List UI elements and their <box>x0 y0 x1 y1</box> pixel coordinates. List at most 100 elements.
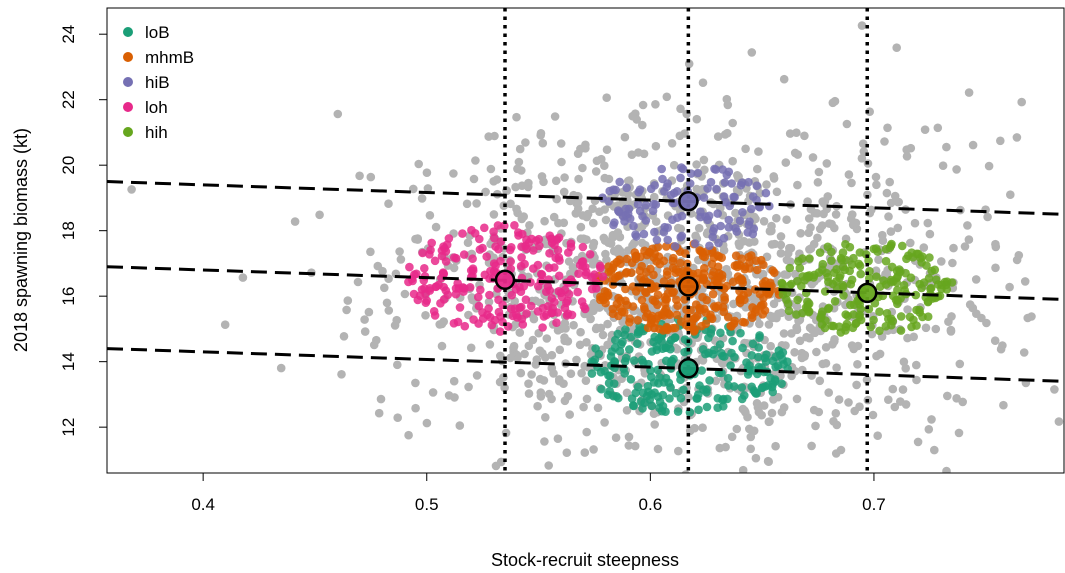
background-point <box>898 385 908 394</box>
background-point <box>765 417 774 426</box>
series-point-loB <box>665 394 674 403</box>
series-point-hiB <box>708 232 717 242</box>
background-point <box>780 270 789 279</box>
series-point-hih <box>904 251 913 260</box>
series-point-loh <box>425 284 435 293</box>
series-point-mhmB <box>708 289 718 299</box>
series-point-loh <box>441 247 451 256</box>
series-point-loh <box>442 240 452 249</box>
series-point-hiB <box>731 223 740 233</box>
series-point-loB <box>631 388 640 398</box>
background-point <box>650 192 659 202</box>
background-point <box>674 446 683 456</box>
series-point-loh <box>514 228 523 237</box>
background-point <box>565 410 574 419</box>
series-point-loh <box>554 271 564 281</box>
background-point <box>779 74 789 84</box>
series-point-hih <box>893 299 902 309</box>
background-point <box>662 92 672 102</box>
background-point <box>803 197 812 206</box>
legend-item-mhmB: mhmB <box>123 48 194 67</box>
series-point-loh <box>521 295 531 305</box>
series-point-mhmB <box>722 281 731 291</box>
series-point-loB <box>638 404 647 413</box>
background-point <box>366 247 375 257</box>
series-point-loh <box>547 308 556 318</box>
series-point-hiB <box>716 221 725 231</box>
series-point-loh <box>485 290 494 300</box>
legend-label: loh <box>145 98 168 117</box>
series-point-loB <box>726 361 735 370</box>
series-point-mhmB <box>756 255 766 265</box>
background-point <box>754 147 763 156</box>
series-point-hiB <box>699 193 709 202</box>
background-point <box>572 355 581 365</box>
background-point <box>669 160 679 170</box>
series-point-hih <box>797 281 806 291</box>
series-point-hih <box>827 256 836 266</box>
background-point <box>806 244 816 253</box>
background-point <box>728 118 737 128</box>
background-point <box>651 100 660 109</box>
y-axis-title: 2018 spawning biomass (kt) <box>11 128 31 352</box>
series-point-loB <box>620 369 629 378</box>
series-point-hih <box>845 266 854 276</box>
series-point-mhmB <box>719 307 729 317</box>
background-point <box>767 408 777 418</box>
series-point-hih <box>821 316 830 325</box>
background-point <box>524 341 534 351</box>
background-point <box>767 221 776 231</box>
background-point <box>672 485 681 494</box>
series-point-loh <box>506 304 516 314</box>
series-point-loh <box>430 256 440 266</box>
series-point-hih <box>918 312 927 322</box>
series-point-loh <box>552 318 561 328</box>
background-point <box>513 353 522 363</box>
series-point-hih <box>896 326 906 335</box>
background-point <box>553 326 563 335</box>
series-hiB <box>598 163 774 251</box>
background-point <box>600 236 610 245</box>
background-point <box>422 168 432 177</box>
series-point-loh <box>543 302 553 311</box>
background-point <box>792 394 802 404</box>
background-point <box>525 221 534 230</box>
background-point <box>741 144 750 154</box>
series-point-loh <box>405 262 414 272</box>
background-point <box>906 238 915 248</box>
background-point <box>755 188 765 198</box>
series-point-loB <box>757 383 767 393</box>
series-point-hih <box>794 257 803 266</box>
series-point-loB <box>738 343 747 353</box>
series-point-hiB <box>663 235 672 245</box>
background-point <box>512 204 521 214</box>
background-point <box>990 336 1000 346</box>
background-point <box>566 369 576 379</box>
background-point <box>455 421 465 430</box>
series-point-hiB <box>657 164 666 174</box>
series-point-mhmB <box>643 323 653 333</box>
background-point <box>938 161 948 170</box>
background-point <box>888 384 898 394</box>
background-point <box>814 407 824 417</box>
series-point-hih <box>827 321 837 331</box>
background-point <box>353 277 363 287</box>
series-point-hih <box>893 285 902 295</box>
series-point-hiB <box>676 173 685 183</box>
background-point <box>1012 133 1022 142</box>
background-point <box>800 350 810 360</box>
series-point-loh <box>489 227 498 236</box>
background-point <box>628 111 637 121</box>
background-point <box>781 341 790 350</box>
series-point-loB <box>587 369 597 378</box>
series-point-mhmB <box>700 304 709 314</box>
background-point <box>421 311 430 320</box>
background-point <box>818 359 827 369</box>
background-point <box>865 107 874 116</box>
series-point-hih <box>843 311 852 321</box>
series-point-hih <box>854 259 864 269</box>
series-point-mhmB <box>758 279 768 288</box>
background-point <box>991 239 1000 249</box>
background-point <box>884 395 893 405</box>
series-point-hiB <box>614 206 623 215</box>
